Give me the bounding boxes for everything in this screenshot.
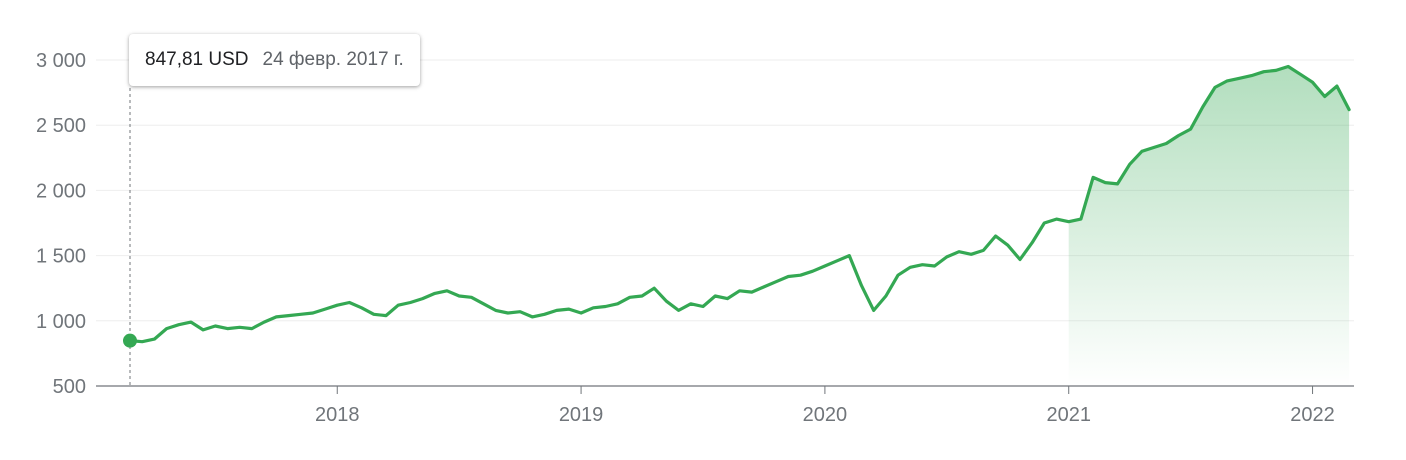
price-tooltip: 847,81 USD 24 февр. 2017 г. [129,34,420,86]
y-tick-label: 500 [53,376,86,398]
x-tick-label: 2019 [559,404,604,426]
price-line[interactable] [128,64,1351,344]
hover-indicator [123,88,137,386]
y-axis-ticks: 500 1 000 1 500 2 000 2 500 3 000 [36,50,86,398]
area-fill [1068,66,1350,386]
y-tick-label: 2 000 [36,180,86,202]
tooltip-value: 847,81 USD [145,49,249,70]
y-tick-label: 3 000 [36,50,86,72]
x-tick-label: 2020 [803,404,848,426]
x-tick-label: 2022 [1290,404,1335,426]
price-series[interactable] [128,64,1351,344]
x-tick-label: 2021 [1046,404,1091,426]
y-tick-label: 2 500 [36,115,86,137]
x-tick-label: 2018 [315,404,360,426]
y-tick-label: 1 500 [36,246,86,268]
tooltip-date: 24 февр. 2017 г. [262,49,404,70]
x-axis: 2018 2019 2020 2021 2022 [96,385,1354,426]
hover-point [123,333,137,348]
y-tick-label: 1 000 [36,311,86,333]
area-gradient [1068,66,1350,386]
